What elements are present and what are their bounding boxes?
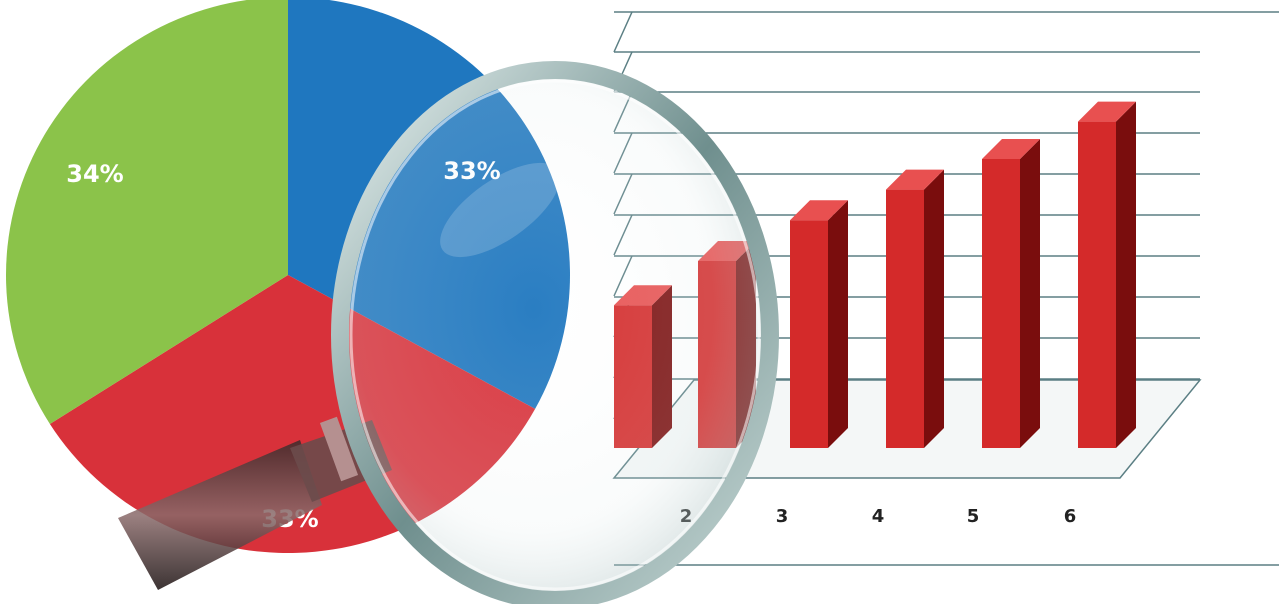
magnifying-glass-icon — [118, 61, 779, 604]
bar-top — [982, 139, 1040, 159]
magnifier-lens — [331, 61, 779, 604]
x-tick-label: 4 — [872, 506, 885, 527]
pie-slice — [6, 0, 288, 424]
grid-line-edge — [613, 11, 633, 53]
bar — [790, 220, 828, 448]
bar-side — [828, 200, 848, 448]
bar — [886, 189, 924, 448]
bar-top — [1078, 101, 1136, 122]
x-tick-label: 6 — [1064, 506, 1077, 527]
bar-side — [1116, 101, 1136, 448]
pie-slice-label: 34% — [66, 160, 123, 188]
bar-top — [886, 169, 944, 190]
bar-side — [1020, 139, 1040, 448]
x-tick-label: 3 — [776, 506, 789, 527]
bar-side — [924, 169, 944, 448]
bar-top — [790, 200, 848, 221]
x-tick-labels: 23456 — [680, 506, 1077, 527]
x-tick-label: 5 — [967, 506, 980, 527]
bar — [1078, 121, 1116, 448]
bar — [982, 159, 1020, 448]
